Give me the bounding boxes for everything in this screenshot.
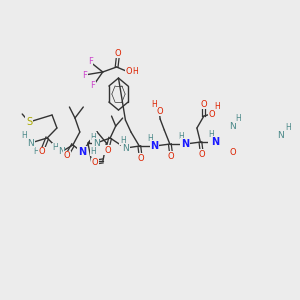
- Text: O: O: [91, 158, 98, 167]
- Text: N: N: [122, 144, 129, 153]
- Text: N: N: [181, 139, 189, 149]
- Text: H: H: [235, 114, 241, 123]
- Text: O: O: [199, 150, 205, 159]
- Text: H: H: [152, 100, 158, 109]
- Text: O: O: [115, 49, 121, 58]
- Text: O: O: [126, 68, 132, 76]
- Text: N: N: [229, 122, 236, 130]
- Text: H: H: [91, 147, 96, 156]
- Text: N: N: [78, 147, 86, 157]
- Text: O: O: [208, 110, 215, 118]
- Text: F: F: [82, 70, 87, 80]
- Text: N: N: [212, 137, 220, 147]
- Text: N: N: [278, 130, 284, 140]
- Text: H: H: [214, 102, 220, 111]
- Text: O: O: [63, 152, 70, 160]
- Text: O: O: [137, 154, 144, 163]
- Text: O: O: [38, 148, 45, 157]
- Text: O: O: [168, 152, 175, 160]
- Text: H: H: [91, 133, 96, 142]
- Text: O: O: [200, 100, 207, 109]
- Text: H: H: [21, 130, 27, 140]
- Text: O: O: [104, 146, 111, 154]
- Text: N: N: [58, 148, 64, 157]
- Text: S: S: [26, 117, 32, 127]
- Text: H: H: [208, 130, 214, 139]
- Text: F: F: [88, 58, 93, 67]
- Text: N: N: [151, 141, 159, 151]
- Text: H: H: [120, 136, 125, 145]
- Text: O: O: [156, 106, 163, 116]
- Text: N: N: [93, 139, 100, 148]
- Text: N: N: [27, 139, 34, 148]
- Text: H: H: [53, 143, 58, 152]
- Text: H: H: [133, 68, 138, 76]
- Text: O: O: [229, 148, 236, 157]
- Text: H: H: [178, 132, 184, 141]
- Text: H: H: [148, 134, 153, 142]
- Text: F: F: [91, 82, 95, 91]
- Text: H: H: [285, 123, 291, 132]
- Text: H: H: [33, 148, 39, 157]
